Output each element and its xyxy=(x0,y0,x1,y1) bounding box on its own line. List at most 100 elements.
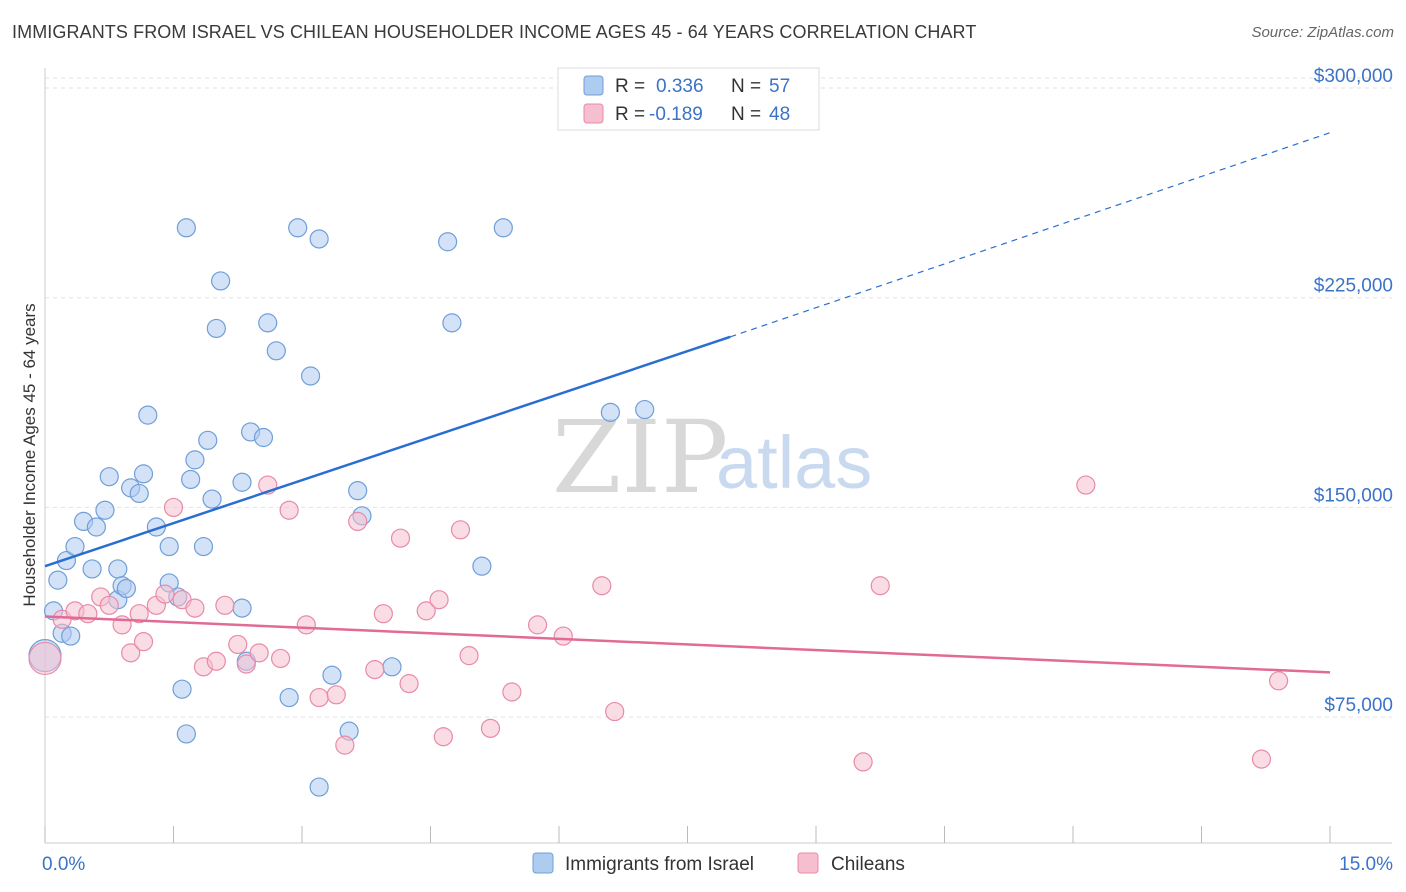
trend-lines xyxy=(44,132,1331,674)
israel-point xyxy=(493,218,513,238)
israel-point xyxy=(232,598,252,618)
israel-point xyxy=(211,271,231,291)
chileans-point xyxy=(249,643,269,663)
israel-point xyxy=(635,399,655,420)
y-tick-labels: $75,000 $150,000 $225,000 $300,000 xyxy=(1314,66,1393,716)
chileans-point xyxy=(1076,475,1096,495)
israel-point xyxy=(258,313,278,333)
chileans-point xyxy=(870,576,890,596)
chileans-point xyxy=(853,752,873,772)
watermark: ZIP atlas xyxy=(552,399,872,516)
chileans-point xyxy=(527,615,548,635)
israel-point xyxy=(172,679,192,699)
israel-point xyxy=(48,570,68,590)
y-tick-label: $150,000 xyxy=(1314,485,1393,506)
chileans-point xyxy=(592,576,612,596)
israel-point xyxy=(82,559,102,579)
chileans-point xyxy=(78,604,98,624)
israel-point xyxy=(206,318,226,339)
x-tick-label: 15.0% xyxy=(1339,854,1393,875)
legend-r-label-chileans: R = xyxy=(615,104,645,125)
legend-n-value-israel: 57 xyxy=(769,76,790,97)
legend-n-label-israel: N = xyxy=(731,76,761,97)
data-points xyxy=(28,218,1289,797)
israel-point xyxy=(56,550,77,571)
series-legend-label-israel: Immigrants from Israel xyxy=(565,854,754,875)
israel-point xyxy=(438,232,458,252)
series-legend: Immigrants from Israel Chileans xyxy=(532,852,905,875)
israel-point xyxy=(181,469,201,490)
israel-point xyxy=(129,483,149,504)
chileans-point xyxy=(296,615,316,635)
chileans-point xyxy=(459,646,479,666)
israel-point xyxy=(61,626,81,646)
chileans-point xyxy=(605,701,625,722)
chileans-point xyxy=(270,648,291,669)
chileans-point xyxy=(416,601,436,621)
chileans-point xyxy=(326,685,346,705)
legend-r-value-israel: 0.336 xyxy=(656,76,704,97)
chileans-point xyxy=(228,634,248,655)
israel-point xyxy=(253,427,274,448)
israel-point xyxy=(348,481,368,501)
israel-point xyxy=(99,467,119,487)
chileans-point xyxy=(480,718,501,738)
israel-point xyxy=(176,218,196,238)
legend: R = 0.336 N = 57 R = -0.189 N = 48 xyxy=(557,67,820,131)
axes xyxy=(44,68,1392,844)
series-legend-label-chileans: Chileans xyxy=(831,854,905,875)
israel-point xyxy=(232,472,252,492)
chileans-point xyxy=(279,500,299,520)
chileans-point xyxy=(215,595,235,615)
legend-r-label-israel: R = xyxy=(615,76,645,97)
israel-point xyxy=(279,687,299,708)
watermark-zip: ZIP xyxy=(552,399,728,516)
israel-point xyxy=(198,430,218,450)
chileans-point xyxy=(553,626,573,646)
israel-point xyxy=(86,517,107,537)
x-tick-label: 0.0% xyxy=(42,854,85,875)
chart-source: Source: ZipAtlas.com xyxy=(1251,24,1394,41)
legend-r-value-chileans: -0.189 xyxy=(649,104,703,125)
chileans-point xyxy=(335,735,355,755)
chileans-point xyxy=(390,528,411,548)
israel-point xyxy=(193,536,214,557)
y-axis-label: Householder Income Ages 45 - 64 years xyxy=(20,303,39,606)
chileans-point xyxy=(373,604,393,624)
legend-swatch-chileans xyxy=(583,103,604,124)
legend-n-value-chileans: 48 xyxy=(769,104,790,125)
chileans-point xyxy=(1251,749,1272,769)
chileans-point xyxy=(99,595,119,615)
chileans-point xyxy=(450,520,471,540)
israel-point xyxy=(95,500,115,520)
chart-title: IMMIGRANTS FROM ISRAEL VS CHILEAN HOUSEH… xyxy=(12,22,977,42)
chileans-point xyxy=(206,651,226,671)
chileans-point xyxy=(185,598,205,618)
chileans-point xyxy=(365,660,385,680)
x-tick-labels: 0.0% 15.0% xyxy=(42,854,1393,875)
legend-swatch-israel xyxy=(583,75,604,96)
chileans-point xyxy=(309,687,329,708)
israel-point xyxy=(309,229,329,249)
israel-trend-extension xyxy=(730,132,1331,338)
grid-lines xyxy=(45,77,1392,718)
israel-point xyxy=(108,559,128,579)
chileans-point xyxy=(348,511,368,532)
israel-point xyxy=(288,218,308,238)
y-tick-label: $75,000 xyxy=(1324,695,1393,716)
israel-point xyxy=(133,464,154,484)
chileans-point xyxy=(163,497,184,518)
series-legend-swatch-israel xyxy=(532,852,554,874)
chileans-point xyxy=(129,604,149,624)
israel-point xyxy=(176,724,196,744)
chileans-point xyxy=(1268,671,1289,691)
israel-point xyxy=(442,313,462,333)
israel-point xyxy=(185,450,205,470)
chileans-trend-line xyxy=(44,615,1331,674)
israel-point xyxy=(159,536,179,557)
israel-point xyxy=(382,657,402,677)
chileans-point xyxy=(155,584,175,604)
chileans-point xyxy=(502,682,522,702)
y-tick-label: $300,000 xyxy=(1314,66,1393,87)
